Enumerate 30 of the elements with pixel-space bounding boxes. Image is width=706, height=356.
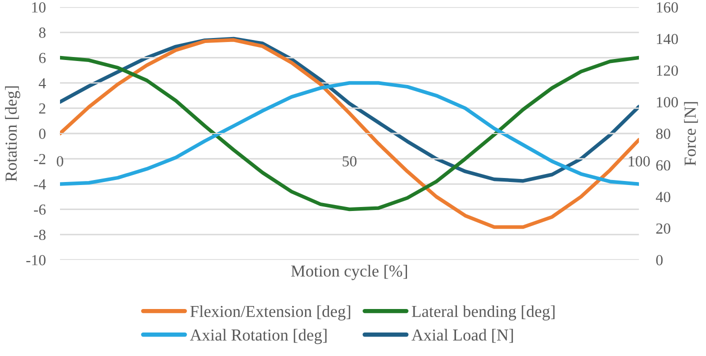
y2-tick-label: 80 [656,128,670,139]
y-tick-label: -10 [26,255,46,266]
y-axis-title: Rotation [deg] [5,86,20,182]
y-tick-label: 2 [39,103,46,114]
y-tick-label: -4 [34,179,46,190]
y2-tick-label: 160 [656,2,678,13]
y2-tick-label: 0 [656,255,663,266]
y2-tick-label: 140 [656,34,678,44]
y2-tick-label: 40 [656,192,670,202]
legend-label: Axial Load [N] [412,328,513,343]
y2-tick-label: 100 [656,97,678,108]
y-tick-label: -2 [34,154,46,164]
y2-tick-label: 120 [656,65,678,76]
legend-label: Axial Rotation [deg] [190,328,327,344]
y-tick-label: -6 [34,204,46,215]
y-tick-label: 4 [38,78,46,88]
y2-axis-title: Force [N] [684,102,698,166]
legend-label: Flexion/Extension [deg] [190,305,350,320]
x-tick-label: 100 [628,156,650,166]
y-tick-label: 10 [32,2,46,13]
y-tick-label: 8 [39,28,46,38]
y2-tick-label: 60 [656,160,670,171]
y-tick-label: 6 [39,52,46,64]
x-tick-label: 50 [342,156,357,166]
legend-label: Lateral bending [deg] [412,305,555,320]
y-tick-label: -8 [34,230,46,240]
y2-tick-label: 20 [656,223,670,234]
x-tick-label: 0 [56,156,64,166]
x-axis-title: Motion cycle [%] [291,264,408,280]
y-tick-label: 0 [39,128,46,139]
